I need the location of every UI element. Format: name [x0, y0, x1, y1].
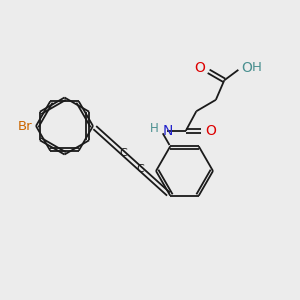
- Text: O: O: [242, 61, 252, 75]
- Text: C: C: [136, 164, 144, 173]
- Text: O: O: [206, 124, 216, 138]
- Text: O: O: [194, 61, 206, 75]
- Text: H: H: [251, 61, 261, 74]
- Text: N: N: [162, 124, 172, 138]
- Text: Br: Br: [18, 119, 32, 133]
- Text: H: H: [150, 122, 159, 135]
- Text: C: C: [119, 148, 127, 158]
